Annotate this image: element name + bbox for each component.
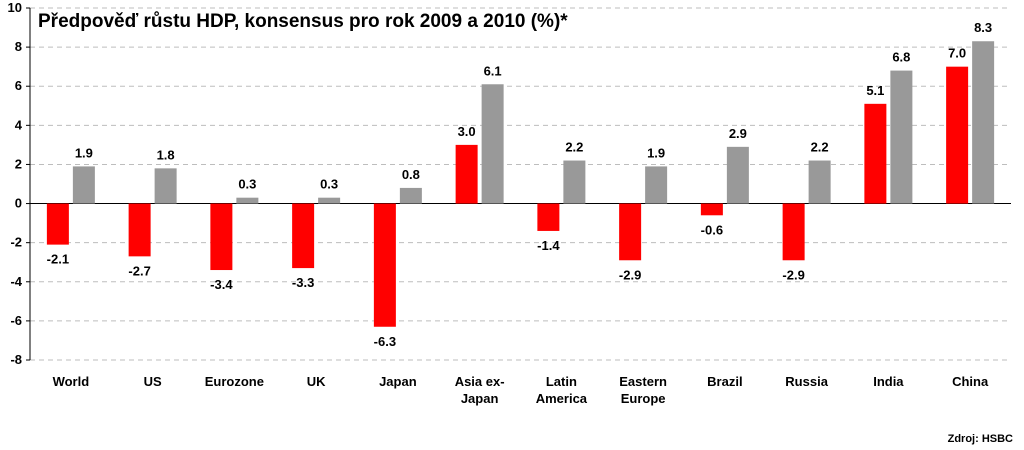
data-labels: -2.1 1.9 -2.7 1.8 -3.4 0.3 -3.3 0.3 -6.3 0.8 3.0 6.… xyxy=(47,20,992,349)
bar xyxy=(890,70,913,204)
data-label: -2.9 xyxy=(782,267,804,282)
data-label: 0.3 xyxy=(238,177,256,192)
x-tick-label: Eastern xyxy=(619,374,667,389)
y-tick-label: -8 xyxy=(10,352,22,367)
data-label: -1.4 xyxy=(537,238,560,253)
data-label: 3.0 xyxy=(458,124,476,139)
x-tick-label: China xyxy=(952,374,989,389)
y-tick-label: 6 xyxy=(15,78,22,93)
bar xyxy=(318,197,341,204)
x-tick-label: Latin xyxy=(546,374,577,389)
bar xyxy=(455,144,478,204)
bar xyxy=(864,103,887,204)
data-label: 6.1 xyxy=(484,63,502,78)
bar xyxy=(154,168,177,204)
bar xyxy=(946,66,969,204)
bar xyxy=(399,187,422,204)
bar xyxy=(700,203,723,216)
bar xyxy=(46,203,69,245)
bar xyxy=(210,203,233,271)
data-label: 1.8 xyxy=(157,147,175,162)
data-label: 0.3 xyxy=(320,177,338,192)
data-label: 5.1 xyxy=(866,83,884,98)
data-label: 2.2 xyxy=(565,140,583,155)
data-label: -2.1 xyxy=(47,252,69,267)
axes: -8 -6 -4 -2 0 2 4 6 8 10 xyxy=(8,0,1011,367)
bar xyxy=(563,160,586,204)
bar xyxy=(72,166,95,204)
data-label: 2.9 xyxy=(729,126,747,141)
bars xyxy=(46,41,995,327)
bar xyxy=(782,203,805,261)
y-tick-label: 2 xyxy=(15,156,22,171)
bar xyxy=(645,166,668,204)
data-label: -3.3 xyxy=(292,275,314,290)
data-label: -0.6 xyxy=(701,222,723,237)
x-tick-label: Eurozone xyxy=(205,374,264,389)
y-tick-label: -6 xyxy=(10,313,22,328)
data-label: 1.9 xyxy=(75,145,93,160)
bar xyxy=(726,146,749,204)
x-tick-label: Russia xyxy=(785,374,828,389)
data-label: 8.3 xyxy=(974,20,992,35)
data-label: 6.8 xyxy=(892,50,910,65)
data-label: -2.9 xyxy=(619,267,641,282)
y-tick-label: -4 xyxy=(10,274,22,289)
y-tick-label: 10 xyxy=(8,0,22,15)
x-tick-label: Brazil xyxy=(707,374,742,389)
x-tick-label: Asia ex- xyxy=(455,374,505,389)
x-tick-label: Europe xyxy=(621,391,666,406)
x-tick-label: US xyxy=(144,374,162,389)
data-label: -3.4 xyxy=(210,277,233,292)
y-tick-label: 8 xyxy=(15,39,22,54)
bar xyxy=(537,203,560,231)
data-label: -2.7 xyxy=(128,263,150,278)
data-label: 7.0 xyxy=(948,46,966,61)
x-tick-label: Japan xyxy=(461,391,499,406)
data-label: 0.8 xyxy=(402,167,420,182)
y-tick-label: 4 xyxy=(15,117,23,132)
x-tick-label: UK xyxy=(307,374,326,389)
y-tick-label: 0 xyxy=(15,196,22,211)
bar xyxy=(373,203,396,327)
bar xyxy=(128,203,151,257)
x-tick-label: World xyxy=(53,374,90,389)
bar xyxy=(972,41,995,204)
data-label: -6.3 xyxy=(374,334,396,349)
chart-title: Předpověď růstu HDP, konsensus pro rok 2… xyxy=(38,11,568,32)
bar xyxy=(236,197,259,204)
source-note: Zdroj: HSBC xyxy=(948,433,1013,445)
y-tick-label: -2 xyxy=(10,235,22,250)
gridlines xyxy=(30,7,1011,361)
x-tick-label: India xyxy=(873,374,904,389)
bar xyxy=(808,160,831,204)
data-label: 2.2 xyxy=(811,140,829,155)
x-tick-label: Japan xyxy=(379,374,417,389)
bar xyxy=(292,203,315,269)
bar xyxy=(619,203,642,261)
bar xyxy=(481,84,504,204)
x-tick-labels: World US Eurozone UK Japan Asia ex- Japan Latin… xyxy=(53,374,989,406)
x-tick-label: America xyxy=(536,391,588,406)
data-label: 1.9 xyxy=(647,145,665,160)
